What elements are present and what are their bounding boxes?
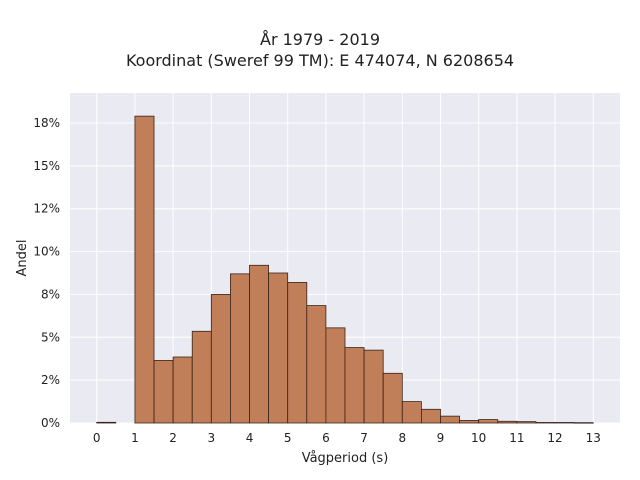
x-tick-label: 7: [360, 431, 368, 445]
histogram-bar: [459, 420, 480, 424]
histogram-bar: [230, 273, 250, 424]
x-tick-label: 2: [169, 431, 177, 445]
y-tick-label: 8%: [41, 287, 60, 301]
histogram-bar: [249, 264, 270, 424]
histogram-bar: [516, 421, 537, 424]
histogram-bar: [554, 422, 575, 424]
histogram-bar: [497, 420, 518, 424]
x-tick-label: 11: [509, 431, 524, 445]
x-axis-label: Vågperiod (s): [302, 451, 389, 466]
histogram-bar: [325, 327, 346, 424]
histogram-bar: [478, 419, 499, 424]
histogram-bar: [153, 360, 174, 424]
x-tick-label: 9: [437, 431, 445, 445]
x-tick-label: 1: [131, 431, 139, 445]
y-tick-label: 10%: [33, 245, 60, 259]
histogram-bar: [382, 372, 403, 424]
histogram-bar: [344, 347, 365, 424]
histogram-bar: [535, 422, 556, 424]
y-tick-label: 15%: [33, 159, 60, 173]
histogram-bar: [420, 408, 441, 424]
chart-title-line-1: År 1979 - 2019: [260, 30, 380, 49]
chart-title-line-2: Koordinat (Sweref 99 TM): E 474074, N 62…: [125, 51, 515, 70]
y-axis-label: Andel: [15, 240, 30, 277]
histogram-bar: [306, 305, 327, 424]
x-tick-label: 8: [398, 431, 406, 445]
x-tick-label: 10: [471, 431, 486, 445]
x-tick-label: 12: [547, 431, 562, 445]
y-tick-label: 12%: [33, 202, 60, 216]
histogram-bar: [287, 282, 308, 424]
histogram-bar: [210, 294, 231, 424]
x-tick-label: 5: [284, 431, 292, 445]
histogram-bar: [363, 349, 384, 424]
x-tick-label: 4: [246, 431, 254, 445]
x-tick-label: 6: [322, 431, 330, 445]
x-tick-labels: 0 1 2 3 4 5 6 7 8 9 10 11 12 13: [93, 431, 601, 445]
histogram-bar: [172, 356, 193, 424]
y-tick-label: 18%: [33, 116, 60, 130]
y-tick-label: 2%: [41, 373, 60, 387]
y-tick-label: 0%: [41, 416, 60, 430]
histogram-bar: [401, 401, 422, 424]
x-tick-label: 3: [207, 431, 215, 445]
x-tick-label: 0: [93, 431, 101, 445]
histogram-bar: [134, 115, 155, 424]
histogram-bar: [96, 421, 117, 424]
y-tick-label: 5%: [41, 330, 60, 344]
y-tick-labels: 0% 2% 5% 8% 10% 12% 15% 18%: [33, 116, 60, 430]
histogram-bar: [268, 272, 289, 424]
histogram-bar: [440, 415, 460, 424]
histogram-bar: [191, 330, 212, 424]
x-tick-label: 13: [586, 431, 601, 445]
histogram-bar: [573, 422, 594, 424]
histogram-bars: [96, 115, 594, 424]
